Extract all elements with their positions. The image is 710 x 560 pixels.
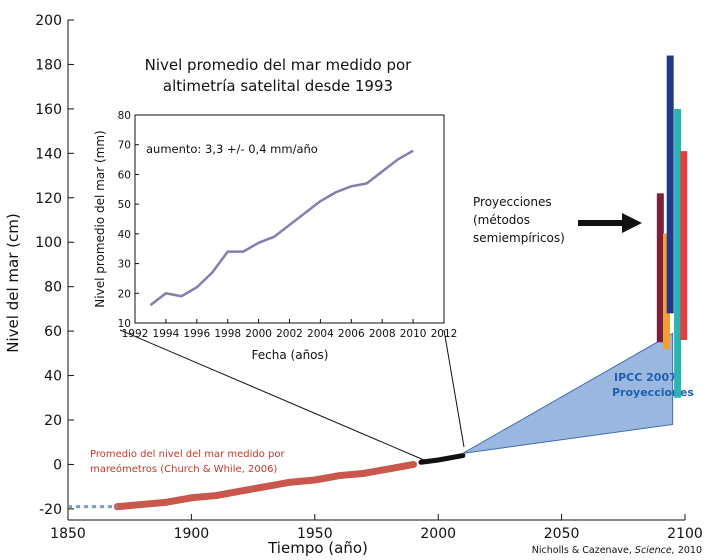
inset-x-tick-label: 1996 <box>183 328 210 340</box>
inset-y-tick-label: 20 <box>118 288 131 300</box>
inset-x-tick-label: 2012 <box>431 328 458 340</box>
credit-year: 2010 <box>678 545 702 556</box>
main-ylabel: Nivel del mar (cm) <box>4 213 22 352</box>
x-tick-label: 2050 <box>544 526 580 542</box>
inset-x-tick-label: 1998 <box>214 328 241 340</box>
inset-x-tick-label: 2010 <box>400 328 427 340</box>
projection-bar-5 <box>680 151 688 340</box>
projection-bar-3 <box>666 55 674 314</box>
tide-label-line2: mareómetros (Church & While, 2006) <box>90 463 277 475</box>
series-altimetry-main <box>418 453 466 465</box>
inset-x-tick-label: 1994 <box>153 328 180 340</box>
inset-x-tick-label: 2008 <box>369 328 396 340</box>
inset-title-line2: altimetría satelital desde 1993 <box>163 77 393 95</box>
main-axes <box>67 20 685 521</box>
inset-annotation: aumento: 3,3 +/- 0,4 mm/año <box>146 142 318 156</box>
y-tick-label: 20 <box>44 413 62 429</box>
credit-journal: Science, <box>635 545 675 556</box>
series-tide-gauge <box>113 460 418 511</box>
main-ticks: -20 0 20 40 60 80 100 120 140 160 180 200 1850 1900 19… <box>35 13 703 542</box>
projection-bar-2 <box>662 233 670 349</box>
inset-y-tick-label: 40 <box>118 229 131 241</box>
inset-y-tick-label: 50 <box>118 199 131 211</box>
inset-connector-left <box>119 329 425 461</box>
ipcc-projection-wedge <box>462 332 674 454</box>
projection-note-line3: semiempíricos) <box>473 231 565 245</box>
inset-ylabel: Nivel promedio del mar (mm) <box>93 130 107 307</box>
inset-frame <box>134 114 445 324</box>
inset-y-tick-label: 80 <box>118 110 131 122</box>
inset-title-line1: Nivel promedio del mar medido por <box>145 56 413 74</box>
inset-y-tick-label: 70 <box>118 140 131 152</box>
ipcc-label-line2: Proyecciones <box>612 386 694 399</box>
x-tick-label: 1850 <box>50 526 86 542</box>
arrow-icon <box>578 213 642 233</box>
y-tick-label: 100 <box>35 235 62 251</box>
y-tick-label: 160 <box>35 102 62 118</box>
y-tick-label: 140 <box>35 146 62 162</box>
y-tick-label: 120 <box>35 191 62 207</box>
inset-x-tick-label: 1992 <box>122 328 149 340</box>
x-tick-label: 1900 <box>174 526 210 542</box>
credit: Nicholls & Cazenave, Science, 2010 <box>532 545 702 556</box>
x-tick-label: 2000 <box>420 526 456 542</box>
projection-bar-4 <box>674 108 682 398</box>
y-tick-label: 0 <box>53 457 62 473</box>
inset-ticks: 10 20 30 40 50 60 70 80 1992 1994 1996 1998 2000 2002… <box>118 110 458 340</box>
inset-y-tick-label: 30 <box>118 259 131 271</box>
y-tick-label: -20 <box>39 502 62 518</box>
inset-y-tick-label: 60 <box>118 169 131 181</box>
projection-note-line1: Proyecciones <box>473 195 552 209</box>
inset-y-tick-label: 10 <box>118 318 131 330</box>
inset-x-tick-label: 2004 <box>307 328 334 340</box>
y-tick-label: 80 <box>44 280 62 296</box>
inset-x-tick-label: 2002 <box>276 328 303 340</box>
y-tick-label: 40 <box>44 369 62 385</box>
inset-x-tick-label: 2000 <box>245 328 272 340</box>
main-xlabel: Tiempo (año) <box>267 539 368 557</box>
projection-bar-1 <box>656 193 664 343</box>
y-tick-label: 60 <box>44 324 62 340</box>
x-tick-label: 2100 <box>667 526 703 542</box>
y-tick-label: 180 <box>35 57 62 73</box>
tide-label-line1: Promedio del nivel del mar medido por <box>90 449 286 460</box>
projection-note-line2: (métodos <box>473 213 530 227</box>
inset-connector-right <box>443 329 465 448</box>
inset-series-altimetry <box>149 149 414 307</box>
inset-xlabel: Fecha (años) <box>252 348 329 362</box>
inset-x-tick-label: 2006 <box>338 328 365 340</box>
credit-authors: Nicholls & Cazenave, <box>532 545 632 556</box>
y-tick-label: 200 <box>35 13 62 29</box>
ipcc-label-line1: IPCC 2007 <box>614 371 677 384</box>
projection-bars <box>656 55 688 398</box>
x-tick-label: 1950 <box>297 526 333 542</box>
